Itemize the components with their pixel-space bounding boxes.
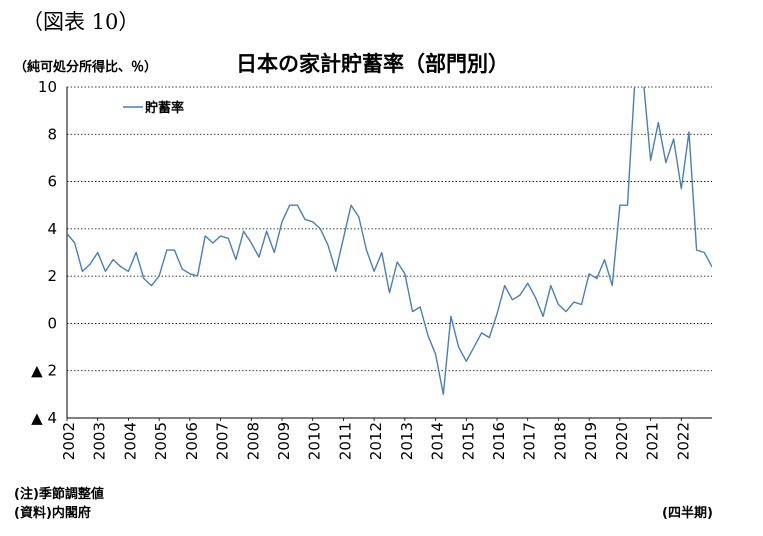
- x-tick-label: 2015: [459, 422, 477, 460]
- footnote-note: (注)季節調整値: [14, 487, 104, 502]
- x-tick-label: 2004: [121, 422, 139, 460]
- grid-lines: [66, 86, 712, 419]
- x-tick-label: 2013: [398, 422, 416, 460]
- x-tick-label: 2020: [613, 422, 631, 460]
- y-tick-label: 6: [47, 173, 57, 191]
- x-tick-label: 2019: [582, 422, 600, 460]
- x-tick-label: 2008: [244, 422, 262, 460]
- y-tick-label: 0: [47, 314, 57, 332]
- series-line-savings-rate: [67, 87, 712, 396]
- y-tick-label: 10: [38, 78, 57, 96]
- y-tick-label: 4: [47, 220, 57, 238]
- x-tick-label: 2009: [275, 422, 293, 460]
- x-tick-label: 2002: [60, 422, 78, 460]
- x-tick-label: 2012: [367, 422, 385, 460]
- x-tick-label: 2018: [551, 422, 569, 460]
- legend-label-savings-rate: 貯蓄率: [145, 100, 184, 116]
- series-layer: [67, 87, 712, 396]
- x-tick-label: 2010: [306, 422, 324, 460]
- y-axis-unit-label: （純可処分所得比、％）: [14, 60, 158, 75]
- y-tick-label: 8: [47, 125, 57, 143]
- x-tick-label: 2011: [336, 422, 354, 460]
- y-tick-labels: 10 8 6 4 2 0 ▲ 2 ▲ 4: [31, 78, 57, 427]
- x-tick-labels: 2002 2003 2004 2005 2006 2007 2008 2009 2010 2011…: [60, 418, 692, 460]
- legend: 貯蓄率: [123, 100, 184, 116]
- x-tick-label: 2006: [183, 422, 201, 460]
- footnote-source: (資料)内閣府: [14, 506, 91, 521]
- y-tick-label: ▲ 4: [31, 409, 57, 427]
- x-tick-label: 2016: [490, 422, 508, 460]
- x-tick-label: 2014: [429, 422, 447, 460]
- chart-title: 日本の家計貯蓄率（部門別）: [236, 52, 509, 76]
- x-tick-label: 2021: [644, 422, 662, 460]
- x-tick-label: 2022: [674, 422, 692, 460]
- x-tick-label: 2005: [152, 422, 170, 460]
- y-tick-label: 2: [47, 267, 57, 285]
- frequency-label: (四半期): [662, 506, 713, 521]
- x-tick-label: 2017: [521, 422, 539, 460]
- y-tick-label: ▲ 2: [31, 362, 57, 380]
- x-tick-label: 2003: [91, 422, 109, 460]
- x-tick-label: 2007: [214, 422, 232, 460]
- figure-label: （図表 10）: [22, 10, 140, 34]
